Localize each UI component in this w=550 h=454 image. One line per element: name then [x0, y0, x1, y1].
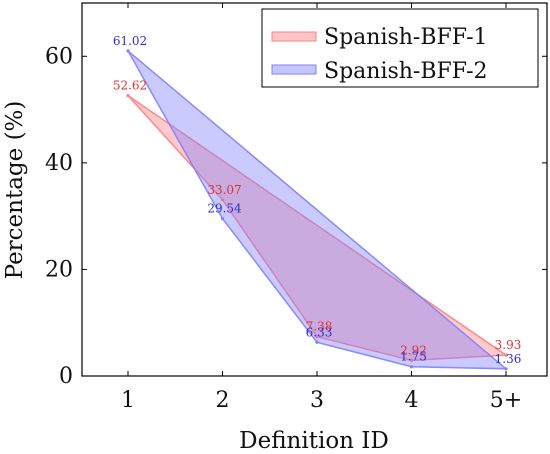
- x-tick-label-1: 1: [121, 388, 135, 413]
- series-area-2: [127, 50, 509, 370]
- data-point-s1-3: [315, 335, 319, 339]
- legend-label-2: Spanish-BFF-2: [324, 59, 488, 84]
- x-tick-label-5: 5+: [490, 388, 522, 413]
- data-point-s1-5: [504, 353, 508, 357]
- data-point-s1-1: [126, 94, 130, 98]
- x-tick-label-3: 3: [310, 388, 324, 413]
- data-point-s1-4: [409, 358, 414, 362]
- y-tick-label-1: 0: [59, 364, 73, 389]
- y-tick-label-4: 60: [45, 44, 73, 69]
- data-label-s2-4: 1.75: [400, 350, 427, 364]
- x-tick-label-2: 2: [216, 388, 230, 413]
- data-point-s1-2: [220, 198, 225, 202]
- data-label-s2-5: 1.36: [495, 352, 522, 366]
- plot-frame: [81, 2, 548, 377]
- legend-label-1: Spanish-BFF-1: [324, 25, 488, 50]
- legend-swatch-1: [271, 31, 317, 42]
- data-label-s2-3: 6.33: [306, 325, 333, 339]
- data-point-s2-2: [220, 217, 225, 221]
- x-tick-label-4: 4: [405, 388, 419, 413]
- data-point-s2-4: [409, 365, 414, 369]
- data-point-s2-3: [315, 340, 319, 344]
- data-label-s2-1: 61.02: [113, 34, 147, 48]
- data-label-s1-1: 52.62: [113, 79, 147, 93]
- data-label-s1-3: 7.38: [306, 320, 333, 334]
- data-label-s1-4: 2.92: [400, 343, 427, 357]
- series-layer: [126, 49, 509, 371]
- x-axis-label: Definition ID: [239, 428, 389, 454]
- y-axis-label: Percentage (%): [2, 101, 28, 280]
- series-area-1: [127, 94, 509, 362]
- data-label-s2-2: 29.54: [207, 202, 242, 216]
- data-label-s1-2: 33.07: [207, 183, 241, 197]
- data-point-s2-5: [504, 367, 508, 371]
- tick-layer: 0 20 40 60 1 2 3 4 5+: [45, 3, 547, 413]
- data-point-s2-1: [126, 49, 130, 53]
- data-label-s1-5: 3.93: [495, 338, 522, 352]
- legend: Spanish-BFF-1 Spanish-BFF-2: [261, 8, 539, 88]
- legend-swatch-2: [271, 64, 317, 75]
- y-tick-label-3: 40: [45, 151, 73, 176]
- y-tick-label-2: 20: [45, 257, 73, 282]
- data-label-layer: 52.62 33.07 7.38 2.92 3.93 61.02 29.54 6.33 1.75…: [113, 34, 522, 366]
